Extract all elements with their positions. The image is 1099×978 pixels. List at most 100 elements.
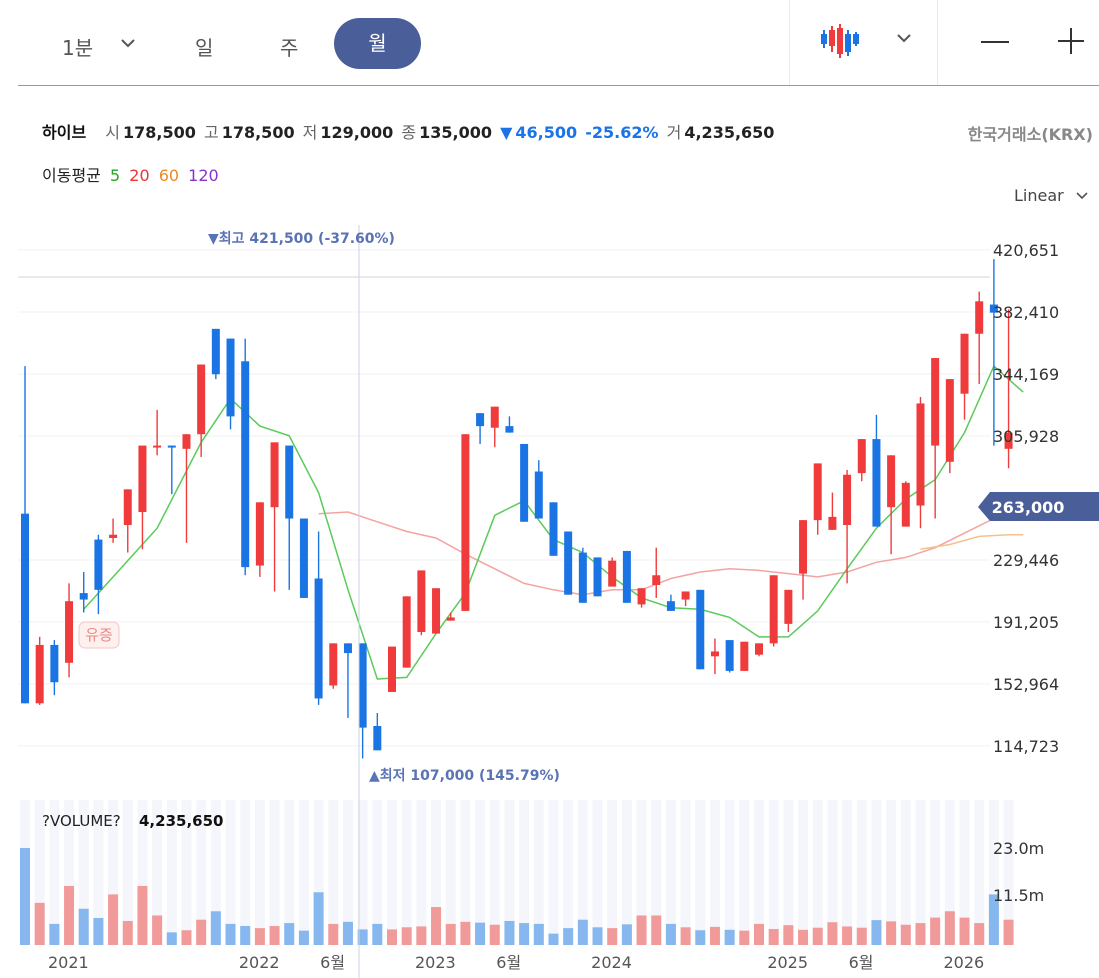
scale-select[interactable]: Linear	[1014, 186, 1089, 205]
volume-bar	[460, 921, 471, 945]
candle-body	[226, 338, 235, 417]
volume-bar	[651, 915, 662, 945]
candle-body	[916, 403, 925, 506]
interval-select[interactable]: 1분	[62, 32, 93, 61]
candle-body	[945, 379, 954, 462]
volume-slot	[284, 800, 295, 945]
volume-slot	[504, 800, 515, 945]
volume-slot	[489, 800, 500, 945]
high-label: 고	[203, 123, 219, 142]
volume-bar	[108, 894, 119, 945]
tab-month[interactable]: 월	[334, 18, 421, 69]
volume-bar	[533, 923, 544, 945]
candle-body	[901, 482, 910, 527]
volume-bar	[709, 926, 720, 945]
volume-slot	[533, 800, 544, 945]
tab-week[interactable]: 주	[280, 36, 299, 60]
volume-bar	[636, 915, 647, 945]
candle-body	[710, 651, 719, 657]
tab-day[interactable]: 일	[195, 36, 214, 60]
volume-bar	[445, 923, 456, 945]
candle-body	[299, 518, 308, 598]
volume-bar	[166, 932, 177, 945]
volume-slot	[680, 800, 691, 945]
time-axis-tick: 2023	[415, 953, 456, 972]
volume-slot	[298, 800, 309, 945]
volume-bar	[313, 892, 324, 945]
ma-period-120: 120	[188, 166, 219, 185]
time-axis-tick: 2026	[943, 953, 984, 972]
volume-bar	[695, 930, 706, 945]
volume-slot	[974, 800, 985, 945]
interval-label: 1분	[62, 36, 94, 60]
volume-slot	[871, 800, 882, 945]
volume-slot	[475, 800, 486, 945]
candle-body	[578, 552, 587, 603]
candle-body	[652, 575, 661, 585]
ma-legend[interactable]: 이동평균 5 20 60 120	[42, 162, 219, 186]
close-value: 135,000	[419, 123, 492, 142]
volume-slot	[709, 800, 720, 945]
candle-body	[388, 646, 396, 692]
volume-slot	[900, 800, 911, 945]
volume-bar	[328, 923, 339, 945]
volume-bar	[20, 848, 30, 945]
chart-grid	[18, 249, 990, 747]
candle-body	[255, 502, 264, 566]
candlestick-icon[interactable]	[818, 22, 864, 62]
volume-bar	[856, 927, 867, 945]
zoom-in-icon[interactable]	[1056, 26, 1086, 56]
volume-slot	[930, 800, 941, 945]
volume-bar	[900, 924, 911, 945]
candle-body	[402, 596, 411, 668]
volume-slot	[372, 800, 383, 945]
volume-bar	[783, 925, 794, 945]
volume-title: ?VOLUME?	[42, 812, 121, 830]
price-axis-tick: 152,964	[993, 675, 1059, 694]
zoom-out-icon[interactable]	[979, 30, 1011, 54]
candle-body	[65, 601, 74, 663]
volume-slot	[695, 800, 706, 945]
volume-slot	[886, 800, 897, 945]
volume-bar	[342, 921, 353, 945]
volume-slot	[416, 800, 427, 945]
candlesticks	[21, 259, 1013, 759]
chevron-down-icon[interactable]	[896, 32, 912, 44]
volume-bar	[431, 907, 442, 945]
candle-body	[520, 443, 529, 522]
volume-bar	[798, 929, 809, 945]
volume-bar	[519, 923, 530, 945]
candle-body	[755, 643, 763, 655]
price-axis-tick: 420,651	[993, 241, 1059, 260]
volume-slot	[460, 800, 471, 945]
volume-slot	[108, 800, 119, 945]
volume-bar	[754, 923, 764, 945]
candle-body	[666, 601, 675, 611]
volume-bar	[284, 923, 295, 945]
chart-toolbar: 1분 일 주 월	[0, 0, 1099, 86]
volume-bar	[64, 885, 75, 945]
price-axis: 420,651 382,410 344,169 305,928 229,446 191,2…	[993, 241, 1059, 756]
volume-bar	[225, 923, 236, 945]
volume-slot	[798, 800, 809, 945]
candle-body	[740, 641, 749, 671]
time-axis: 2021 2022 6월 2023 6월 2024 2025 6월 2026	[48, 953, 984, 972]
volume-axis-tick: 11.5m	[993, 886, 1044, 905]
candle-body	[799, 520, 808, 574]
candle-body	[50, 644, 59, 683]
chevron-down-icon[interactable]	[120, 37, 136, 49]
candle-body	[417, 570, 426, 632]
volume-bar	[93, 918, 104, 945]
volume-bar	[489, 924, 500, 945]
volume-slot	[856, 800, 867, 945]
close-label: 종	[401, 123, 417, 142]
volume-bar	[1003, 919, 1014, 945]
volume-bar	[298, 930, 309, 945]
low-annotation: ▲최저 107,000 (145.79%)	[369, 768, 560, 784]
volume-slot	[915, 800, 926, 945]
volume-bar	[739, 930, 750, 945]
price-axis-tick: 382,410	[993, 303, 1059, 322]
volume-bar	[504, 920, 515, 945]
open-label: 시	[105, 123, 120, 142]
